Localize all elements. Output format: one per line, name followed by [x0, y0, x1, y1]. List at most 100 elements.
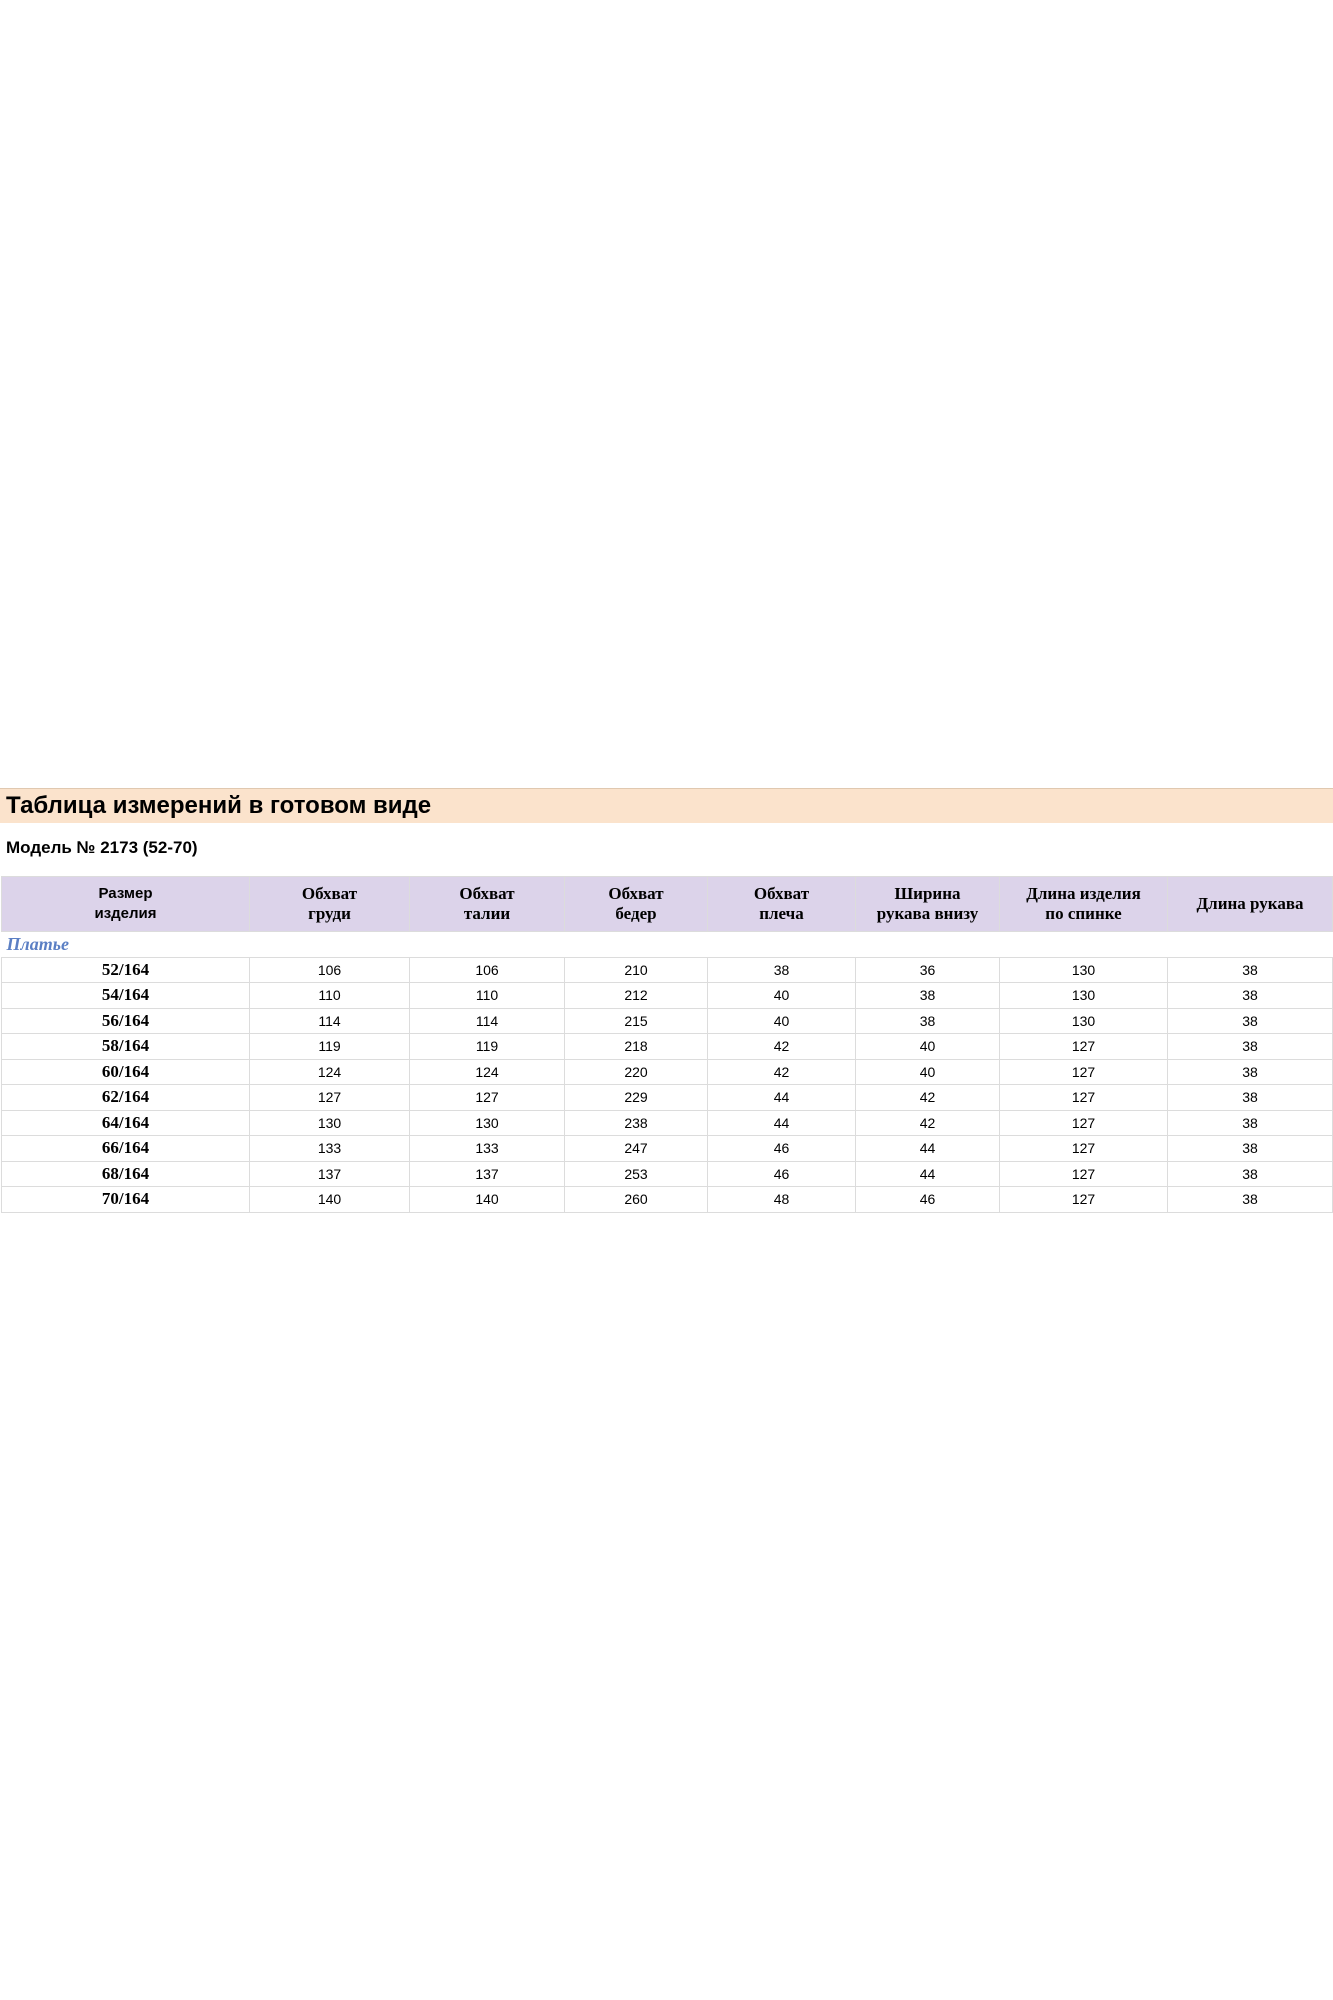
value-cell: 42 — [707, 1033, 856, 1060]
value-cell: 106 — [249, 956, 410, 983]
model-label: Модель № 2173 (52-70) — [6, 838, 198, 857]
value-cell: 38 — [1167, 1007, 1333, 1034]
value-cell: 42 — [707, 1058, 856, 1085]
size-cell: 52/164 — [1, 956, 250, 983]
size-cell: 60/164 — [1, 1058, 250, 1085]
value-cell: 40 — [855, 1058, 1000, 1085]
value-cell: 38 — [1167, 1033, 1333, 1060]
value-cell: 127 — [999, 1109, 1168, 1136]
value-cell: 38 — [855, 1007, 1000, 1034]
value-cell: 42 — [855, 1084, 1000, 1111]
size-cell: 58/164 — [1, 1033, 250, 1060]
size-cell: 66/164 — [1, 1135, 250, 1162]
value-cell: 119 — [409, 1033, 565, 1060]
value-cell: 140 — [249, 1186, 410, 1213]
value-cell: 137 — [249, 1160, 410, 1187]
table-row: 70/164 140 140 260 48 46 127 38 — [1, 1186, 1333, 1213]
value-cell: 127 — [409, 1084, 565, 1111]
size-cell: 54/164 — [1, 982, 250, 1009]
column-header: Обхват бедер — [564, 876, 708, 932]
value-cell: 38 — [1167, 1160, 1333, 1187]
value-cell: 38 — [1167, 1186, 1333, 1213]
size-cell: 56/164 — [1, 1007, 250, 1034]
table-row: 64/164 130 130 238 44 42 127 38 — [1, 1109, 1333, 1136]
value-cell: 133 — [409, 1135, 565, 1162]
value-cell: 220 — [564, 1058, 708, 1085]
section-label: Платье — [1, 931, 1333, 958]
value-cell: 253 — [564, 1160, 708, 1187]
size-table: Размер изделия Обхват груди Обхват талии Об… — [1, 876, 1333, 1213]
value-cell: 46 — [707, 1160, 856, 1187]
table-row: 54/164 110 110 212 40 38 130 38 — [1, 982, 1333, 1009]
size-cell: 62/164 — [1, 1084, 250, 1111]
value-cell: 130 — [999, 956, 1168, 983]
table-body: Платье 52/164 106 106 210 38 36 130 38 54/164 110 1… — [1, 931, 1333, 1213]
value-cell: 137 — [409, 1160, 565, 1187]
value-cell: 130 — [249, 1109, 410, 1136]
value-cell: 127 — [999, 1186, 1168, 1213]
value-cell: 127 — [999, 1058, 1168, 1085]
value-cell: 114 — [409, 1007, 565, 1034]
value-cell: 260 — [564, 1186, 708, 1213]
value-cell: 130 — [999, 1007, 1168, 1034]
size-cell: 64/164 — [1, 1109, 250, 1136]
value-cell: 46 — [707, 1135, 856, 1162]
header-row: Размер изделия Обхват груди Обхват талии Об… — [1, 876, 1333, 932]
table-row: 52/164 106 106 210 38 36 130 38 — [1, 956, 1333, 983]
value-cell: 130 — [409, 1109, 565, 1136]
size-cell: 68/164 — [1, 1160, 250, 1187]
value-cell: 140 — [409, 1186, 565, 1213]
column-header: Длина изделия по спинке — [999, 876, 1168, 932]
table-row: 66/164 133 133 247 46 44 127 38 — [1, 1135, 1333, 1162]
value-cell: 40 — [707, 1007, 856, 1034]
table-row: 58/164 119 119 218 42 40 127 38 — [1, 1033, 1333, 1060]
value-cell: 210 — [564, 956, 708, 983]
value-cell: 130 — [999, 982, 1168, 1009]
value-cell: 119 — [249, 1033, 410, 1060]
value-cell: 229 — [564, 1084, 708, 1111]
value-cell: 38 — [1167, 1109, 1333, 1136]
value-cell: 127 — [999, 1033, 1168, 1060]
column-header: Обхват плеча — [707, 876, 856, 932]
value-cell: 42 — [855, 1109, 1000, 1136]
value-cell: 38 — [855, 982, 1000, 1009]
value-cell: 38 — [1167, 1058, 1333, 1085]
column-header: Размер изделия — [1, 876, 250, 932]
value-cell: 38 — [1167, 1135, 1333, 1162]
value-cell: 46 — [855, 1186, 1000, 1213]
value-cell: 48 — [707, 1186, 856, 1213]
value-cell: 238 — [564, 1109, 708, 1136]
value-cell: 44 — [855, 1135, 1000, 1162]
value-cell: 124 — [409, 1058, 565, 1085]
value-cell: 212 — [564, 982, 708, 1009]
column-header: Длина рукава — [1167, 876, 1333, 932]
value-cell: 110 — [249, 982, 410, 1009]
table-title: Таблица измерений в готовом виде — [0, 788, 1333, 823]
value-cell: 36 — [855, 956, 1000, 983]
table-row: 56/164 114 114 215 40 38 130 38 — [1, 1007, 1333, 1034]
size-cell: 70/164 — [1, 1186, 250, 1213]
value-cell: 44 — [707, 1109, 856, 1136]
value-cell: 215 — [564, 1007, 708, 1034]
table-row: 60/164 124 124 220 42 40 127 38 — [1, 1058, 1333, 1085]
value-cell: 38 — [1167, 982, 1333, 1009]
table-row: 68/164 137 137 253 46 44 127 38 — [1, 1160, 1333, 1187]
column-header: Обхват груди — [249, 876, 410, 932]
section-row: Платье — [1, 931, 1333, 958]
value-cell: 133 — [249, 1135, 410, 1162]
value-cell: 44 — [855, 1160, 1000, 1187]
value-cell: 127 — [999, 1160, 1168, 1187]
value-cell: 247 — [564, 1135, 708, 1162]
value-cell: 124 — [249, 1058, 410, 1085]
table-row: 62/164 127 127 229 44 42 127 38 — [1, 1084, 1333, 1111]
value-cell: 38 — [707, 956, 856, 983]
value-cell: 127 — [999, 1084, 1168, 1111]
value-cell: 38 — [1167, 1084, 1333, 1111]
value-cell: 38 — [1167, 956, 1333, 983]
value-cell: 40 — [855, 1033, 1000, 1060]
value-cell: 40 — [707, 982, 856, 1009]
value-cell: 106 — [409, 956, 565, 983]
value-cell: 127 — [999, 1135, 1168, 1162]
value-cell: 44 — [707, 1084, 856, 1111]
